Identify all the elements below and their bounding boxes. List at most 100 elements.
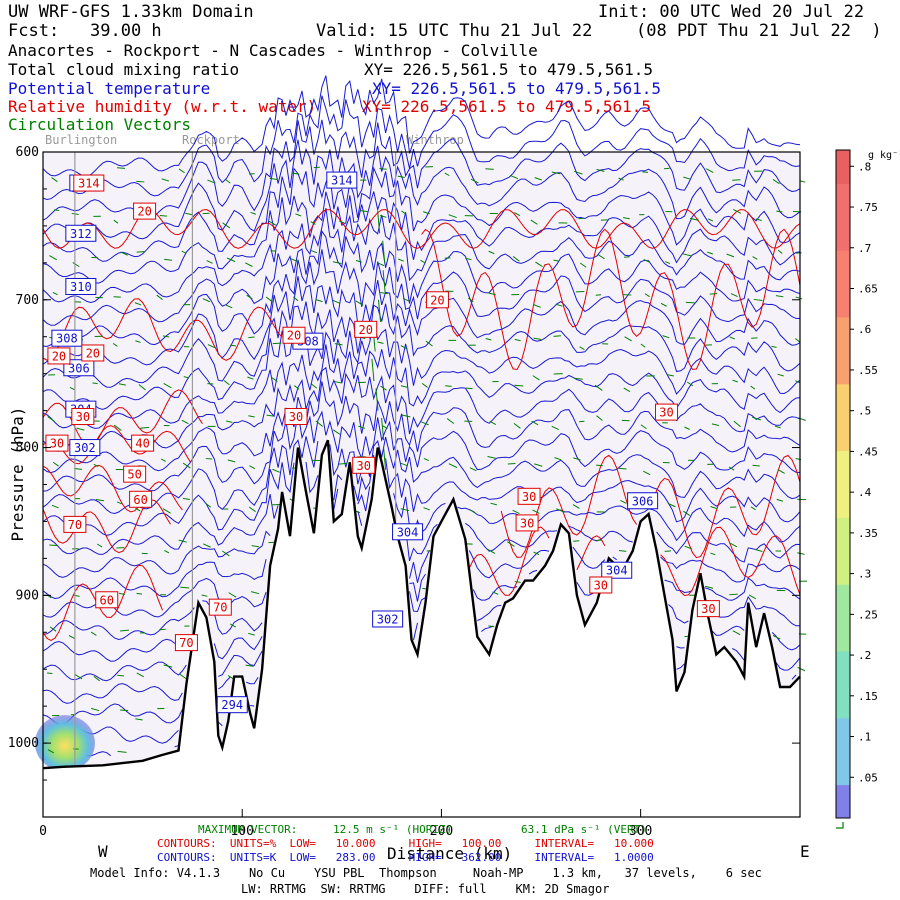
wind-vector	[489, 420, 497, 425]
wind-vector	[683, 510, 691, 516]
wind-vector	[799, 180, 806, 183]
wind-vector	[382, 240, 386, 263]
wind-vector	[777, 249, 783, 254]
wind-vector	[685, 301, 695, 304]
y-tick-label: 900	[16, 588, 39, 603]
wind-vector	[229, 623, 236, 628]
wind-vector	[69, 386, 75, 391]
wind-vector	[248, 506, 256, 513]
theta-contour-line	[42, 436, 801, 515]
wind-vector	[420, 259, 426, 264]
colorbar-bin	[836, 350, 850, 368]
wind-vector	[423, 507, 430, 511]
wind-vector	[795, 380, 801, 384]
wind-vector	[381, 417, 385, 441]
wind-vector	[771, 345, 777, 348]
wind-vector	[642, 171, 649, 173]
wind-vector	[355, 300, 364, 306]
colorbar-bin	[836, 684, 850, 702]
wind-vector	[49, 255, 57, 261]
wind-vector	[421, 382, 428, 388]
wind-vector	[72, 262, 80, 268]
theta-label: 306	[632, 494, 654, 508]
wind-vector	[752, 464, 760, 467]
theta-contour-line	[42, 229, 801, 326]
wind-vector	[573, 457, 581, 461]
wind-vector	[643, 470, 651, 476]
terrain-profile	[42, 439, 801, 817]
wind-vector	[332, 261, 342, 264]
wind-vector	[708, 218, 714, 222]
wind-vector	[295, 213, 302, 217]
theta-label: 302	[377, 612, 399, 626]
wind-vector	[487, 548, 496, 554]
wind-vector	[222, 222, 231, 229]
colorbar-bin	[836, 383, 850, 401]
wind-vector	[448, 214, 457, 219]
wind-vector	[382, 425, 388, 430]
wind-vector	[682, 253, 692, 257]
theta-contour-line	[42, 648, 801, 682]
wind-vector	[225, 304, 233, 309]
location-burlington: Burlington	[45, 133, 118, 147]
wind-vector	[556, 303, 563, 307]
wind-vector	[52, 461, 59, 467]
wind-vector	[733, 420, 741, 428]
wind-vector	[246, 294, 253, 300]
x-tick-label: 0	[39, 824, 47, 839]
wind-vector	[117, 674, 125, 677]
theta-contour-line	[42, 139, 801, 240]
wind-vector	[226, 420, 233, 423]
colorbar-bin	[836, 200, 850, 218]
wind-vector	[579, 346, 585, 350]
theta-label-box	[216, 696, 248, 714]
wind-vector	[623, 387, 631, 393]
wind-vector	[371, 358, 375, 382]
rh-label: 30	[522, 490, 536, 504]
colorbar-bin	[836, 450, 850, 468]
wind-vector	[710, 552, 716, 556]
colorbar-bin	[836, 266, 850, 285]
rh-label: 20	[430, 293, 444, 307]
theta-contour-line	[42, 301, 801, 388]
wind-vector	[248, 632, 255, 636]
wind-vector	[554, 457, 562, 461]
wind-vector	[596, 415, 603, 421]
wind-vector	[667, 502, 676, 508]
wind-vector	[618, 467, 627, 470]
wind-vector	[159, 215, 168, 217]
wind-vector	[666, 374, 674, 377]
wind-vector	[533, 337, 542, 340]
wind-vector	[179, 673, 187, 680]
wind-vector	[470, 178, 479, 184]
wind-vector	[551, 425, 559, 431]
wind-vector	[250, 211, 257, 215]
wind-vector	[90, 631, 97, 636]
rh-label: 20	[358, 323, 372, 337]
theta-label: 314	[331, 174, 353, 188]
colorbar-bin	[836, 717, 850, 735]
field-name-theta: Potential temperature	[8, 79, 211, 98]
theta-label: 304	[397, 525, 419, 539]
field-xy-cloud: XY= 226.5,561.5 to 479.5,561.5	[364, 60, 653, 79]
wind-vector	[135, 340, 141, 343]
wind-vector	[49, 626, 57, 632]
wind-vector	[247, 376, 254, 380]
rh-label-box	[45, 434, 69, 452]
wind-vector	[51, 504, 59, 509]
wind-vector	[358, 425, 366, 429]
wind-vector	[202, 298, 210, 303]
wind-vector	[514, 581, 521, 583]
theta-label-box	[63, 359, 95, 377]
wind-vector	[117, 750, 127, 753]
wind-vector	[204, 502, 212, 508]
wind-vector	[594, 384, 603, 391]
wind-vector	[535, 261, 543, 267]
wind-vector	[245, 262, 253, 267]
rh-label-box	[208, 598, 232, 616]
rh-label: 30	[659, 406, 673, 420]
wind-vector	[485, 168, 494, 170]
theta-contour-line	[42, 454, 801, 536]
wind-vector	[732, 630, 741, 636]
colorbar-bin	[836, 216, 850, 234]
